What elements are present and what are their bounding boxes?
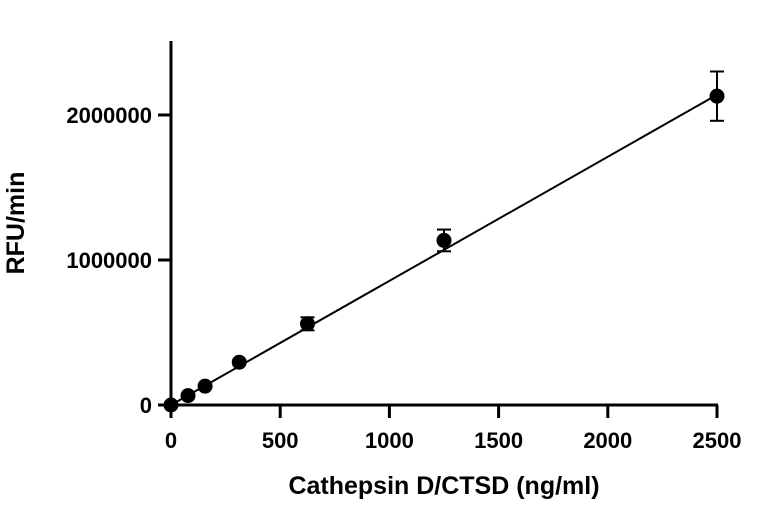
y-tick-label: 0 xyxy=(140,393,152,418)
data-point xyxy=(709,88,725,104)
x-tick-label: 1500 xyxy=(474,428,523,453)
x-tick-label: 2500 xyxy=(693,428,742,453)
y-tick-label: 2000000 xyxy=(66,103,152,128)
plot-area xyxy=(163,70,725,413)
y-tick-label: 1000000 xyxy=(66,248,152,273)
x-tick-label: 0 xyxy=(165,428,177,453)
x-tick-label: 1000 xyxy=(365,428,414,453)
data-point xyxy=(436,232,452,248)
x-axis-title: Cathepsin D/CTSD (ng/ml) xyxy=(288,472,599,500)
x-tick-label: 2000 xyxy=(583,428,632,453)
x-ticks: 0 500 1000 1500 2000 2500 xyxy=(165,405,742,453)
data-point xyxy=(197,378,213,394)
y-axis-title: RFU/min xyxy=(2,172,30,275)
data-point xyxy=(180,388,196,404)
data-point xyxy=(300,316,315,332)
x-tick-label: 500 xyxy=(262,428,299,453)
data-point xyxy=(231,354,247,370)
y-ticks: 0 1000000 2000000 xyxy=(66,103,171,418)
